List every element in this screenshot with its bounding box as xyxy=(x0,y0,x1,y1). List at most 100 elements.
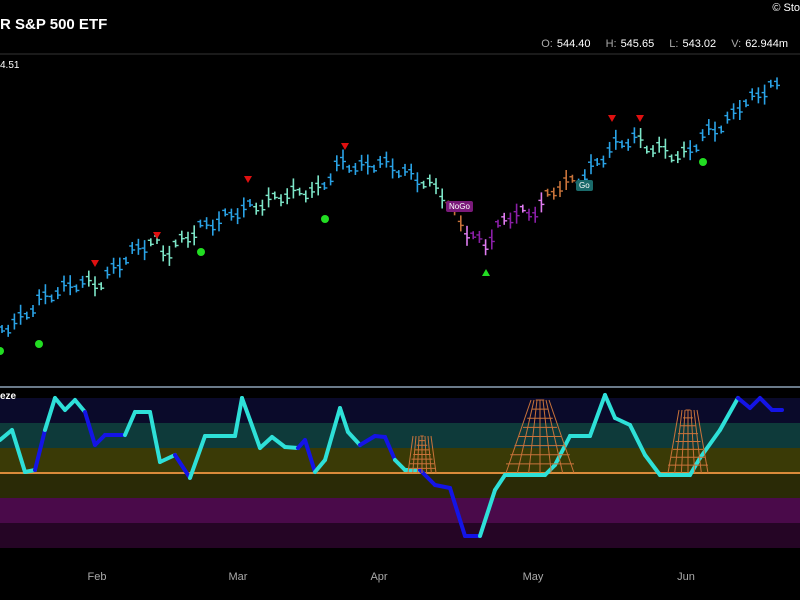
oscillator-segment xyxy=(43,396,57,432)
oscillator-segment xyxy=(53,396,67,412)
oscillator-segment xyxy=(188,434,207,480)
squeeze-grid-line xyxy=(424,435,428,474)
oscillator-segment xyxy=(73,398,87,414)
oscillator-segment xyxy=(303,438,317,474)
oscillator-band xyxy=(0,523,800,548)
oscillator-segment xyxy=(698,428,722,460)
oscillator-segment xyxy=(748,396,762,410)
oscillator-segment xyxy=(93,433,107,447)
oscillator-segment xyxy=(628,423,647,457)
chart-title: R S&P 500 ETF xyxy=(0,16,108,33)
oscillator-segment xyxy=(553,434,572,467)
low-label: L: xyxy=(669,38,679,50)
oscillator-segment xyxy=(688,456,702,477)
oscillator-segment xyxy=(478,488,497,538)
oscillator-segment xyxy=(240,396,252,422)
x-tick-mar: Mar xyxy=(228,571,248,583)
oscillator-segment xyxy=(313,458,327,474)
volume-label: V: xyxy=(731,38,742,50)
oscillator-segment xyxy=(493,473,507,492)
trend-continuation-dot xyxy=(0,347,4,355)
indicator-label: eze xyxy=(0,391,17,402)
countertrend-down-marker xyxy=(608,115,616,122)
squeeze-grid-line xyxy=(690,409,696,474)
oscillator-segment xyxy=(613,416,632,427)
oscillator-segment xyxy=(283,445,300,450)
oscillator-segment xyxy=(736,396,752,410)
countertrend-down-marker xyxy=(244,176,252,183)
countertrend-down-marker xyxy=(341,143,349,150)
oscillator-segment xyxy=(338,406,350,434)
squeeze-grid-line xyxy=(505,399,532,474)
x-tick-feb: Feb xyxy=(87,571,107,583)
oscillator-segment xyxy=(158,453,177,464)
squeeze-grid-line xyxy=(693,409,702,474)
oscillator-segment xyxy=(10,428,27,474)
squeeze-grid-line xyxy=(407,435,414,474)
price-scale-label: 4.51 xyxy=(0,60,20,71)
oscillator-segment xyxy=(148,410,162,464)
oscillator-segment xyxy=(323,406,342,462)
countertrend-down-marker xyxy=(153,232,161,239)
squeeze-grid-line xyxy=(674,409,683,474)
x-tick-apr: Apr xyxy=(370,571,388,583)
oscillator-band xyxy=(0,473,800,498)
oscillator-segment xyxy=(358,434,377,447)
oscillator-segment xyxy=(33,428,47,472)
squeeze-grid-line xyxy=(528,399,538,474)
oscillator-segment xyxy=(258,435,274,450)
nogo-tag: NoGo xyxy=(446,201,473,212)
squeeze-grid-line xyxy=(680,409,686,474)
squeeze-grid-line xyxy=(696,409,709,474)
trend-continuation-dot xyxy=(35,340,43,348)
squeeze-grid-line xyxy=(416,435,420,474)
oscillator-segment xyxy=(0,428,14,442)
squeeze-grid-line xyxy=(430,435,437,474)
squeeze-grid-line xyxy=(545,399,564,474)
oscillator-segment xyxy=(383,435,397,462)
oscillator-segment xyxy=(248,418,262,450)
squeeze-grid-line xyxy=(667,409,680,474)
countertrend-up-marker xyxy=(482,269,490,276)
countertrend-down-marker xyxy=(636,115,644,122)
squeeze-grid-line xyxy=(548,399,575,474)
oscillator-segment xyxy=(643,453,662,477)
high-label: H: xyxy=(605,38,617,50)
oscillator-segment xyxy=(543,463,557,477)
oscillator-segment xyxy=(270,435,287,449)
x-tick-may: May xyxy=(522,571,544,583)
volume-value: 62.944m xyxy=(745,38,788,50)
squeeze-grid-line xyxy=(542,399,552,474)
oscillator-segment xyxy=(123,410,137,437)
oscillator-segment xyxy=(346,430,362,447)
stockcharts-logo: © Sto xyxy=(772,2,800,14)
trend-continuation-dot xyxy=(197,248,205,256)
low-value: 543.02 xyxy=(682,38,717,50)
squeeze-grid-line xyxy=(412,435,417,474)
oscillator-segment xyxy=(448,486,467,538)
open-value: 544.40 xyxy=(556,38,591,50)
open-label: O: xyxy=(541,38,553,50)
oscillator-segment xyxy=(233,396,244,438)
oscillator-segment xyxy=(718,396,740,432)
oscillator-segment xyxy=(173,453,192,480)
oscillator-segment xyxy=(603,393,617,420)
oscillator-band xyxy=(0,498,800,523)
x-tick-jun: Jun xyxy=(677,571,695,583)
oscillator-segment xyxy=(393,458,407,472)
squeeze-grid-line xyxy=(427,435,432,474)
trend-continuation-dot xyxy=(321,215,329,223)
countertrend-down-marker xyxy=(91,260,99,267)
ohlc-readout: O: 544.40 H: 545.65 L: 543.02 V: 62.944m xyxy=(541,38,800,50)
oscillator-segment xyxy=(83,410,97,447)
oscillator-band xyxy=(0,423,800,448)
oscillator-band xyxy=(0,398,800,423)
oscillator-segment xyxy=(758,396,774,412)
go-tag: Go xyxy=(576,180,593,191)
oscillator-band xyxy=(0,448,800,473)
oscillator-segment xyxy=(63,398,77,412)
oscillator-segment xyxy=(588,393,607,438)
squeeze-grid-line xyxy=(516,399,535,474)
oscillator-segment xyxy=(433,483,452,490)
